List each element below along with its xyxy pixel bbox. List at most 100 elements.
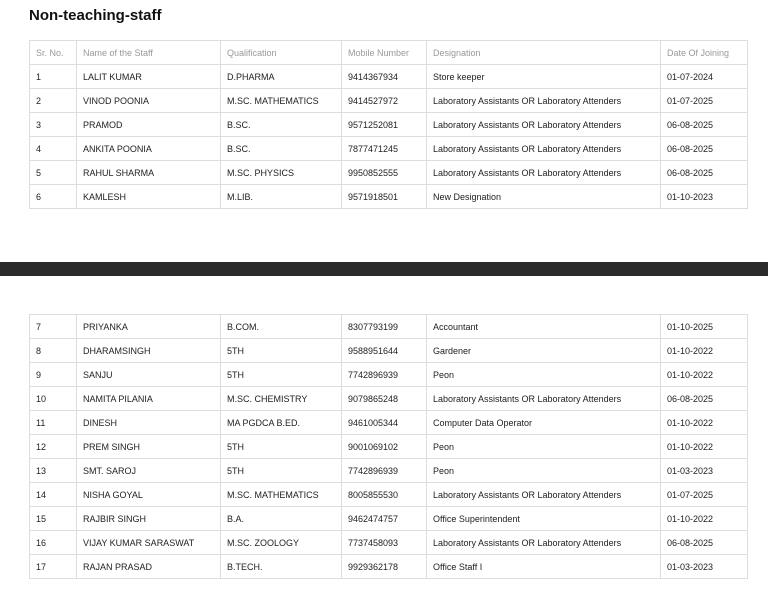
table-cell: 7877471245 [341,136,427,161]
table-row: 9 SANJU 5TH 7742896939 Peon 01-10-2022 [29,362,748,387]
table-cell: Office Superintendent [426,506,661,531]
table-cell: 06-08-2025 [660,160,748,185]
table-cell: VINOD POONIA [76,88,221,113]
table-cell: PREM SINGH [76,434,221,459]
table-cell: 01-10-2023 [660,184,748,209]
table-cell: 9462474757 [341,506,427,531]
staff-table-continued: 7 PRIYANKA B.COM. 8307793199 Accountant 01-10… [29,314,748,579]
table-cell: 01-10-2022 [660,338,748,363]
table-cell: ANKITA POONIA [76,136,221,161]
table-cell: 12 [29,434,77,459]
table-cell: 15 [29,506,77,531]
table-cell: 8005855530 [341,482,427,507]
table-cell: 9571918501 [341,184,427,209]
table-row: 14 NISHA GOYAL M.SC. MATHEMATICS 8005855530… [29,482,748,507]
table-row: 12 PREM SINGH 5TH 9001069102 Peon 01-10-2022 [29,434,748,459]
table-cell: 01-03-2023 [660,458,748,483]
table-cell: Laboratory Assistants OR Laboratory Atte… [426,530,661,555]
table-cell: 01-10-2022 [660,434,748,459]
page-title: Non-teaching-staff [29,7,162,24]
table-cell: Laboratory Assistants OR Laboratory Atte… [426,136,661,161]
table-cell: Laboratory Assistants OR Laboratory Atte… [426,88,661,113]
table-cell: 5 [29,160,77,185]
column-header: Name of the Staff [76,40,221,65]
table-row: 11 DINESH MA PGDCA B.ED. 9461005344 Computer… [29,410,748,435]
table-row: 15 RAJBIR SINGH B.A. 9462474757 Office Super… [29,506,748,531]
table-cell: 01-07-2024 [660,64,748,89]
table-cell: D.PHARMA [220,64,342,89]
table-cell: RAJBIR SINGH [76,506,221,531]
table-cell: NAMITA PILANIA [76,386,221,411]
table-cell: SANJU [76,362,221,387]
table-cell: 06-08-2025 [660,112,748,137]
table-cell: RAHUL SHARMA [76,160,221,185]
column-header: Designation [426,40,661,65]
table-cell: 01-07-2025 [660,482,748,507]
column-header: Date Of Joining [660,40,748,65]
table-cell: 10 [29,386,77,411]
table-cell: DINESH [76,410,221,435]
table-cell: 2 [29,88,77,113]
table-cell: Store keeper [426,64,661,89]
table-cell: 9 [29,362,77,387]
table-cell: Computer Data Operator [426,410,661,435]
table-cell: 01-10-2022 [660,506,748,531]
column-header: Qualification [220,40,342,65]
column-header: Mobile Number [341,40,427,65]
staff-table: Sr. No. Name of the Staff Qualification Mob… [29,40,748,209]
divider-band [0,262,768,276]
table-cell: 13 [29,458,77,483]
table-cell: 7742896939 [341,458,427,483]
table-row: 6 KAMLESH M.LIB. 9571918501 New Designation 0… [29,184,748,209]
table-cell: Laboratory Assistants OR Laboratory Atte… [426,386,661,411]
table-cell: 8307793199 [341,314,427,339]
table-cell: 9001069102 [341,434,427,459]
table-cell: Office Staff I [426,554,661,579]
table-cell: M.SC. PHYSICS [220,160,342,185]
table-cell: 4 [29,136,77,161]
table-cell: Peon [426,434,661,459]
table-row: 5 RAHUL SHARMA M.SC. PHYSICS 9950852555 Labo… [29,160,748,185]
table-cell: 9414527972 [341,88,427,113]
table-cell: 6 [29,184,77,209]
table-cell: M.LIB. [220,184,342,209]
table-cell: RAJAN PRASAD [76,554,221,579]
table-cell: 9588951644 [341,338,427,363]
table-row: 17 RAJAN PRASAD B.TECH. 9929362178 Office St… [29,554,748,579]
table-cell: 01-10-2025 [660,314,748,339]
table-cell: M.SC. ZOOLOGY [220,530,342,555]
table-cell: 9079865248 [341,386,427,411]
table-row: 10 NAMITA PILANIA M.SC. CHEMISTRY 907986524… [29,386,748,411]
table-cell: M.SC. MATHEMATICS [220,88,342,113]
table-cell: 01-07-2025 [660,88,748,113]
table-cell: 5TH [220,362,342,387]
table-cell: 9414367934 [341,64,427,89]
table-cell: KAMLESH [76,184,221,209]
table-cell: 5TH [220,338,342,363]
table-cell: B.SC. [220,112,342,137]
header-row: Sr. No. Name of the Staff Qualification Mob… [29,40,748,65]
table-cell: 5TH [220,458,342,483]
column-header: Sr. No. [29,40,77,65]
table-cell: 14 [29,482,77,507]
table-cell: 06-08-2025 [660,530,748,555]
table-cell: Peon [426,458,661,483]
table-cell: 17 [29,554,77,579]
table-cell: M.SC. CHEMISTRY [220,386,342,411]
table-cell: 8 [29,338,77,363]
table-cell: Peon [426,362,661,387]
table-cell: Accountant [426,314,661,339]
table-cell: 06-08-2025 [660,136,748,161]
table-cell: 01-10-2022 [660,410,748,435]
table-cell: 9571252081 [341,112,427,137]
table-cell: Laboratory Assistants OR Laboratory Atte… [426,112,661,137]
table-cell: PRIYANKA [76,314,221,339]
table-row: 2 VINOD POONIA M.SC. MATHEMATICS 9414527972… [29,88,748,113]
table-row: 1 LALIT KUMAR D.PHARMA 9414367934 Store keep… [29,64,748,89]
table-cell: B.SC. [220,136,342,161]
table-cell: 9929362178 [341,554,427,579]
table-cell: B.TECH. [220,554,342,579]
table-cell: B.COM. [220,314,342,339]
table-row: 7 PRIYANKA B.COM. 8307793199 Accountant 01-10… [29,314,748,339]
